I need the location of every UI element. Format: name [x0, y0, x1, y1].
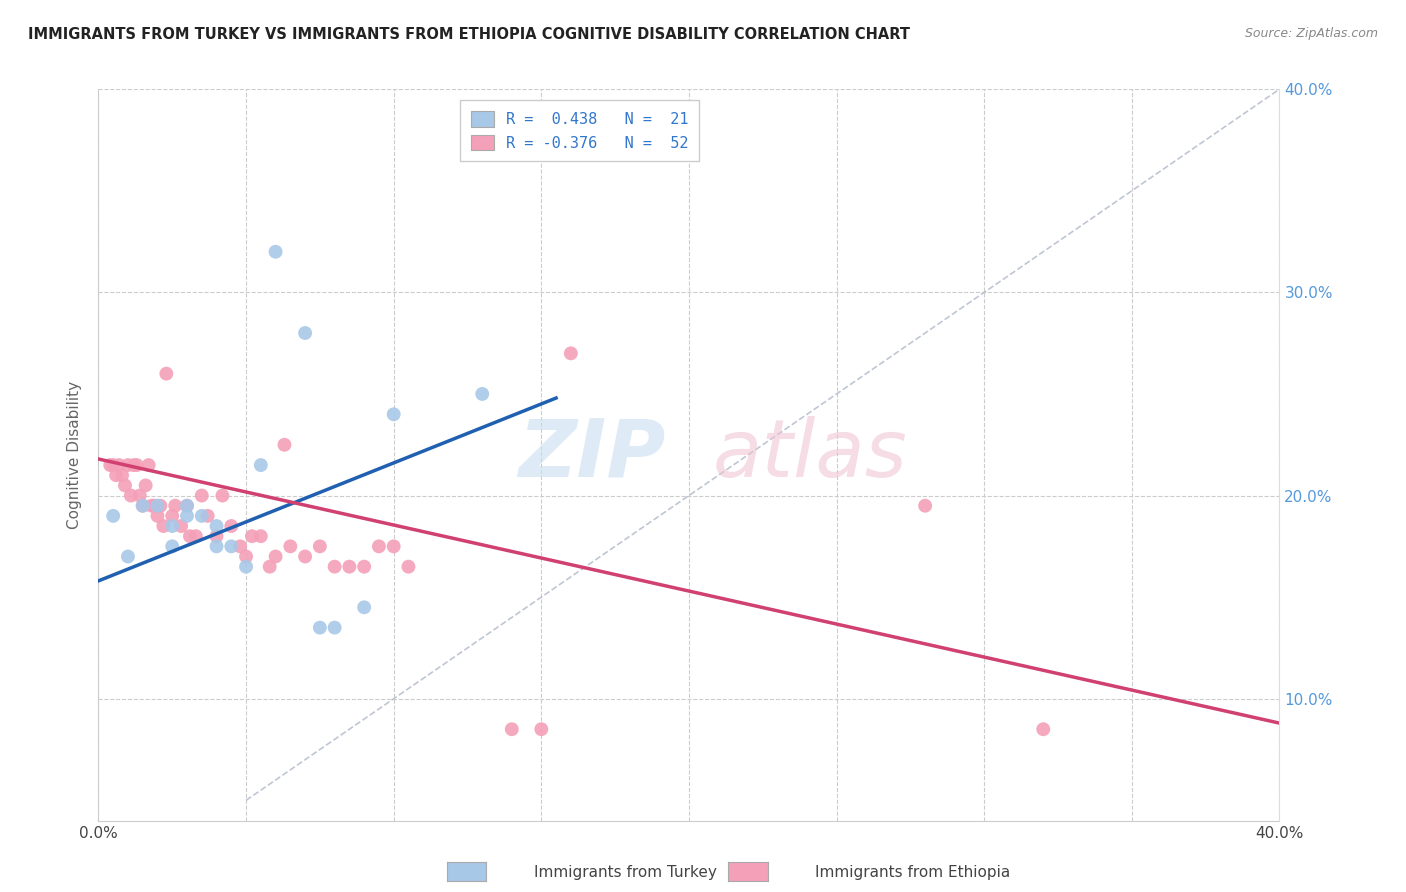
- Point: [219, 519, 242, 533]
- Point: [162, 540, 183, 554]
- Point: [176, 499, 198, 513]
- Point: [530, 723, 553, 737]
- Point: [294, 326, 316, 340]
- Point: [117, 458, 139, 472]
- Point: [111, 468, 134, 483]
- Point: [382, 407, 405, 421]
- Point: [146, 508, 169, 523]
- Point: [128, 489, 150, 503]
- Point: [146, 499, 169, 513]
- Point: [259, 559, 281, 574]
- Point: [122, 458, 145, 472]
- Point: [152, 519, 174, 533]
- Point: [155, 367, 177, 381]
- Point: [235, 549, 257, 564]
- Text: Immigrants from Ethiopia: Immigrants from Ethiopia: [815, 865, 1011, 880]
- Point: [114, 478, 136, 492]
- Point: [179, 529, 201, 543]
- Point: [141, 499, 163, 513]
- Point: [205, 519, 228, 533]
- Point: [353, 559, 375, 574]
- Legend: R =  0.438   N =  21, R = -0.376   N =  52: R = 0.438 N = 21, R = -0.376 N = 52: [460, 101, 699, 161]
- Point: [264, 244, 287, 259]
- Point: [98, 458, 121, 472]
- Point: [309, 621, 332, 635]
- Point: [143, 499, 166, 513]
- Point: [278, 540, 302, 554]
- Point: [162, 519, 183, 533]
- Point: [471, 387, 494, 401]
- Point: [117, 549, 139, 564]
- Point: [165, 499, 187, 513]
- Point: [125, 458, 148, 472]
- Point: [914, 499, 936, 513]
- Point: [240, 529, 263, 543]
- Point: [273, 438, 295, 452]
- Point: [120, 489, 142, 503]
- Point: [170, 519, 193, 533]
- Point: [501, 723, 523, 737]
- Point: [368, 540, 391, 554]
- Point: [323, 621, 346, 635]
- Point: [250, 529, 273, 543]
- Point: [560, 346, 582, 360]
- Point: [205, 529, 228, 543]
- Point: [138, 458, 160, 472]
- Text: IMMIGRANTS FROM TURKEY VS IMMIGRANTS FROM ETHIOPIA COGNITIVE DISABILITY CORRELAT: IMMIGRANTS FROM TURKEY VS IMMIGRANTS FRO…: [28, 27, 910, 42]
- Text: atlas: atlas: [713, 416, 907, 494]
- Point: [162, 508, 183, 523]
- Point: [103, 458, 125, 472]
- Point: [149, 499, 172, 513]
- Point: [396, 559, 419, 574]
- Point: [184, 529, 207, 543]
- Point: [353, 600, 375, 615]
- Point: [135, 478, 157, 492]
- Point: [229, 540, 252, 554]
- Text: ZIP: ZIP: [517, 416, 665, 494]
- Point: [339, 559, 360, 574]
- Text: Source: ZipAtlas.com: Source: ZipAtlas.com: [1244, 27, 1378, 40]
- Point: [108, 458, 131, 472]
- Point: [197, 508, 219, 523]
- Point: [264, 549, 287, 564]
- Point: [132, 499, 155, 513]
- Point: [211, 489, 233, 503]
- Point: [105, 468, 128, 483]
- Point: [323, 559, 346, 574]
- Point: [176, 508, 198, 523]
- Text: Immigrants from Turkey: Immigrants from Turkey: [534, 865, 717, 880]
- Y-axis label: Cognitive Disability: Cognitive Disability: [67, 381, 83, 529]
- Point: [250, 458, 273, 472]
- Point: [191, 508, 214, 523]
- Point: [191, 489, 214, 503]
- Point: [176, 499, 198, 513]
- Point: [205, 540, 228, 554]
- Point: [1032, 723, 1054, 737]
- Point: [219, 540, 242, 554]
- Point: [235, 559, 257, 574]
- Point: [294, 549, 316, 564]
- Point: [382, 540, 405, 554]
- Point: [103, 508, 125, 523]
- Point: [132, 499, 155, 513]
- Point: [309, 540, 332, 554]
